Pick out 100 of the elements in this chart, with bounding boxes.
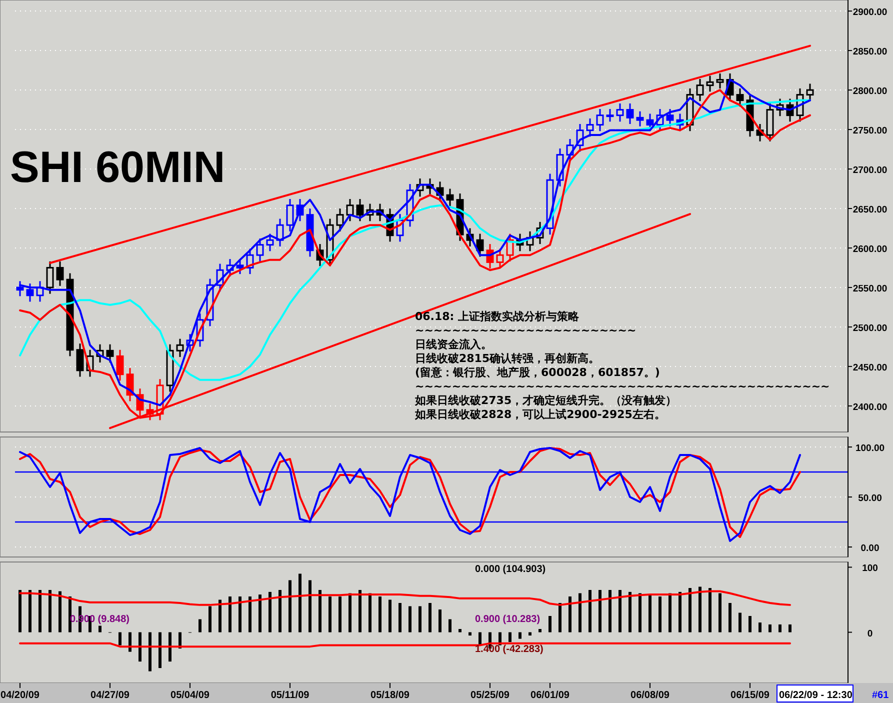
candlestick: [636, 110, 644, 128]
bar: [348, 593, 352, 632]
y-tick-label: 2800.00: [852, 86, 888, 98]
candlestick: [666, 108, 674, 128]
bar: [598, 590, 602, 632]
bar: [98, 626, 102, 632]
candlestick: [696, 78, 704, 102]
y-tick-label: 2550.00: [852, 283, 888, 294]
bar: [418, 606, 422, 632]
bar: [708, 588, 712, 632]
annotation: 06.18: 上证指数实战分析与策略: [415, 310, 580, 323]
bar: [268, 592, 272, 632]
x-tick-label: 05/04/09: [170, 690, 210, 701]
candlestick: [286, 198, 294, 232]
bar: [38, 590, 42, 632]
candlestick: [806, 82, 814, 102]
bar: [628, 592, 632, 632]
candlestick: [176, 338, 184, 358]
candlestick: [736, 88, 744, 108]
bar: [238, 596, 242, 632]
candlestick: [356, 198, 364, 222]
x-tick-label: 06/01/09: [530, 690, 570, 701]
bar: [28, 590, 32, 632]
bar: [338, 596, 342, 632]
y-tick-label: 2850.00: [852, 46, 888, 58]
y-tick-label: 2450.00: [852, 362, 888, 374]
x-tick-label: 05/25/09: [470, 690, 510, 701]
y-tick-label: 2600.00: [852, 244, 888, 255]
y-tick-label: 2400.00: [852, 402, 888, 413]
bar: [508, 632, 512, 642]
bar: [248, 596, 252, 632]
bar: [378, 596, 382, 632]
candlestick: [56, 260, 64, 287]
candlestick: [606, 108, 614, 122]
candlestick: [626, 102, 634, 125]
candlestick: [46, 260, 54, 295]
bar: [428, 602, 432, 632]
text: 06/22/09 - 12:30: [779, 690, 853, 701]
bar: [168, 632, 172, 662]
bar: [208, 606, 212, 632]
candlestick: [236, 258, 244, 275]
bar: [288, 580, 292, 632]
bar: [458, 629, 462, 632]
bar: [778, 624, 782, 632]
candlestick: [446, 188, 454, 207]
bar: [698, 586, 702, 632]
annotation: (留意：银行股、地产股，600028，601857。): [415, 366, 660, 379]
y-tick-label: 2750.00: [852, 126, 888, 137]
bar: [588, 590, 592, 632]
candlestick: [706, 75, 714, 92]
y-tick-label: 0: [867, 628, 873, 640]
candlestick: [596, 108, 604, 132]
bar: [568, 596, 572, 632]
text: SHI 60MIN: [10, 143, 226, 192]
bar: [638, 593, 642, 632]
annotation: 如果日线收破2735，才确定短线升完。（没有触发）: [414, 394, 677, 407]
text: #61: [872, 690, 890, 701]
annotation: 0.000 (104.903): [475, 564, 546, 575]
bar: [548, 616, 552, 632]
bar: [738, 612, 742, 632]
bar: [438, 609, 442, 632]
bar: [328, 596, 332, 632]
bar: [358, 590, 362, 632]
candlestick: [496, 248, 504, 270]
bar: [48, 590, 52, 632]
bar: [668, 593, 672, 632]
bar: [658, 596, 662, 632]
bar: [678, 592, 682, 632]
bar: [558, 602, 562, 632]
x-tick-label: 04/20/09: [0, 690, 40, 701]
y-tick-label: 2650.00: [852, 204, 888, 216]
bar: [648, 594, 652, 632]
y-tick-label: 2900.00: [852, 7, 888, 18]
bar: [228, 596, 232, 632]
candlestick: [586, 118, 594, 138]
candlestick: [266, 233, 274, 252]
candlestick: [716, 72, 724, 90]
bar: [198, 619, 202, 632]
annotation: 日线收破2815确认转强，再创新高。: [415, 352, 600, 365]
bar: [18, 590, 22, 632]
annotation: 1.400 (-42.283): [475, 644, 544, 655]
bar: [608, 590, 612, 632]
x-tick-label: 04/27/09: [90, 690, 130, 701]
candlestick: [126, 367, 134, 402]
bar: [368, 593, 372, 632]
bar: [58, 591, 62, 632]
candlestick: [346, 198, 354, 222]
bar: [578, 593, 582, 632]
candlestick: [116, 349, 124, 382]
bar: [218, 600, 222, 632]
bar: [118, 632, 122, 646]
bar: [768, 624, 772, 632]
candlestick: [256, 238, 264, 262]
bar: [718, 593, 722, 632]
x-tick-label: 05/11/09: [270, 690, 310, 701]
bar: [408, 606, 412, 632]
annotation: 0.900 (10.283): [475, 614, 540, 625]
candlestick: [26, 282, 34, 302]
bar: [788, 624, 792, 632]
bar: [688, 588, 692, 632]
